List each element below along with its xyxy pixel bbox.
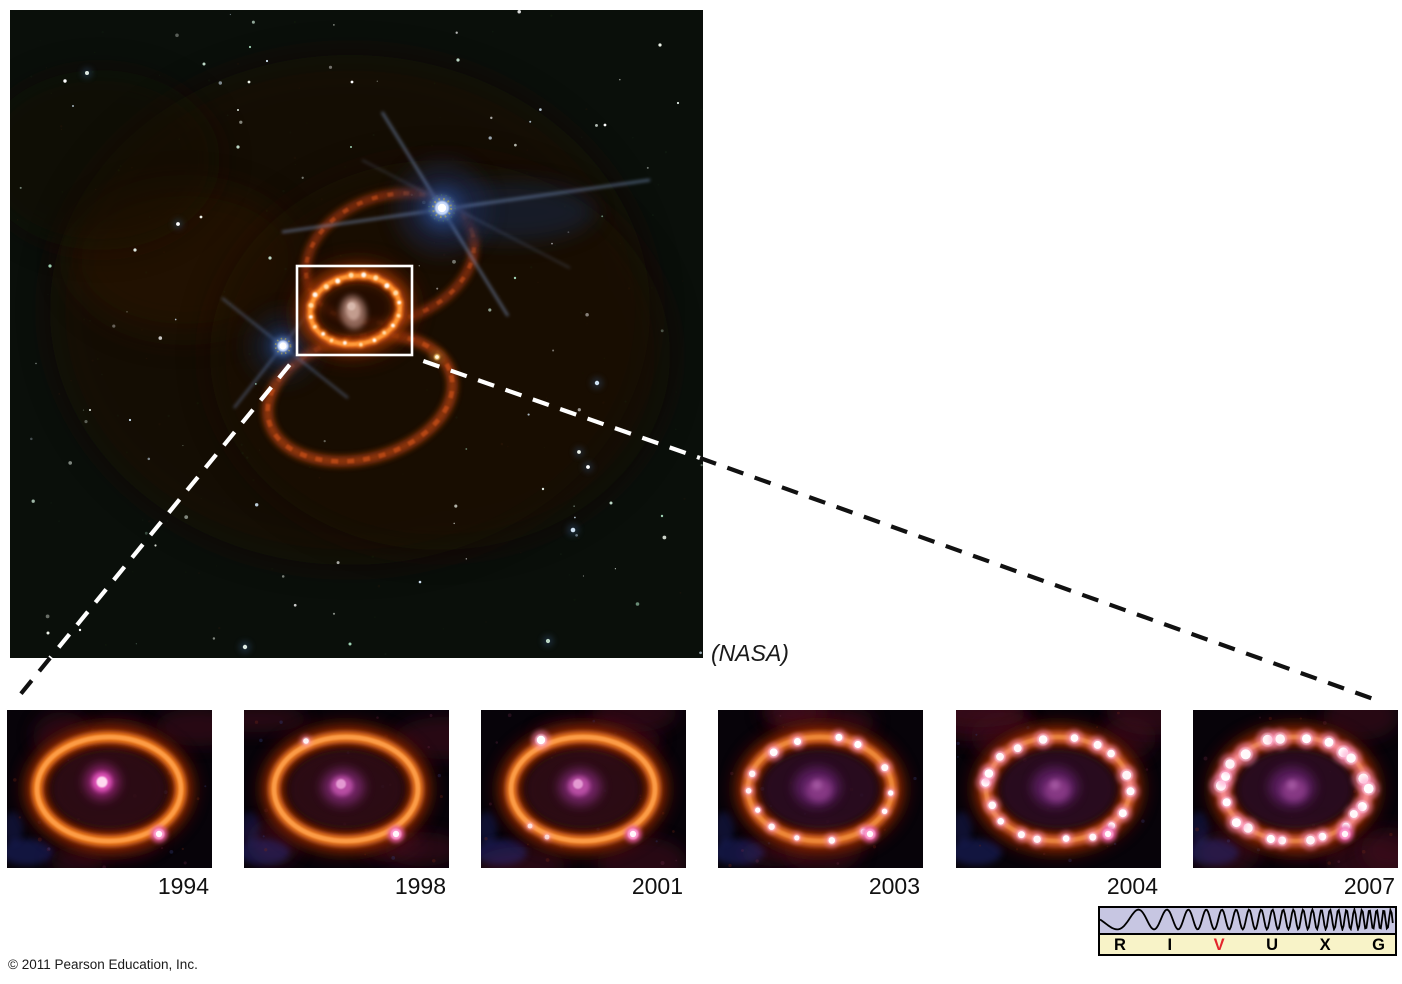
- rivux-letter-i: I: [1167, 936, 1173, 954]
- image-credit: (NASA): [711, 640, 789, 666]
- rivux-letter-x: X: [1319, 936, 1331, 954]
- snapshot-year-label: 1994: [157, 873, 209, 899]
- snapshot-year-label: 2004: [1106, 873, 1158, 899]
- snapshot-photo: [244, 710, 449, 868]
- snapshot-photo: [481, 710, 686, 868]
- snapshot-year-label: 2007: [1343, 873, 1395, 899]
- wavelength-letters: R I V U X G: [1100, 935, 1395, 956]
- wavelength-strip: R I V U X G: [1098, 906, 1397, 956]
- snapshot-photo: [7, 710, 212, 868]
- snapshot-2007: 2007: [1193, 710, 1398, 902]
- snapshot-2003: 2003: [718, 710, 923, 902]
- snapshot-photo: [718, 710, 923, 868]
- snapshot-year-label: 2001: [631, 873, 683, 899]
- main-image-canvas: [10, 10, 703, 658]
- rivux-letter-v: V: [1213, 936, 1225, 954]
- snapshot-year-label: 2003: [868, 873, 920, 899]
- chirp-wave-icon: [1100, 908, 1394, 931]
- snapshot-photo: [956, 710, 1161, 868]
- main-image-sn1987a: [10, 10, 703, 658]
- rivux-letter-u: U: [1266, 936, 1279, 954]
- snapshot-2004: 2004: [956, 710, 1161, 902]
- snapshot-year-label: 1998: [394, 873, 446, 899]
- wavelength-waveform-band: [1100, 908, 1395, 935]
- zoom-line-left-on-page: [13, 656, 52, 703]
- snapshot-photo: [1193, 710, 1398, 868]
- snapshot-1994: 1994: [7, 710, 212, 902]
- snapshot-1998: 1998: [244, 710, 449, 902]
- snapshot-2001: 2001: [481, 710, 686, 902]
- rivux-letter-g: G: [1372, 936, 1385, 954]
- copyright-notice: © 2011 Pearson Education, Inc.: [8, 957, 198, 972]
- rivux-letter-r: R: [1114, 936, 1126, 954]
- zoom-line-right-on-page: [699, 456, 1380, 703]
